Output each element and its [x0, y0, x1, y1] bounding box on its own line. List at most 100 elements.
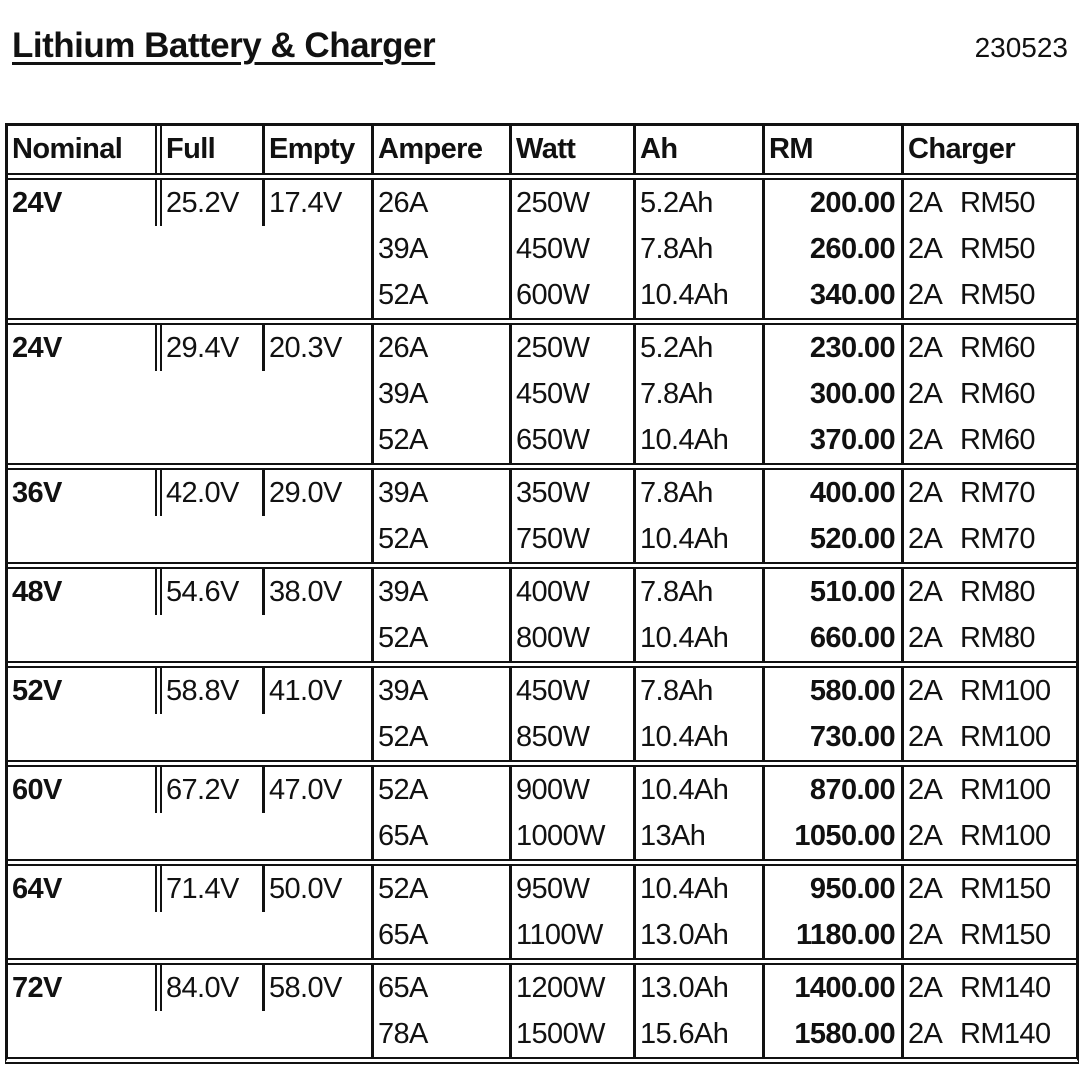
capacity-ah: 5.2Ah	[640, 332, 713, 364]
watt-column: 900W 1000W	[509, 767, 633, 859]
empty-voltage: 41.0V	[262, 668, 371, 714]
price-rm: 370.00	[809, 424, 896, 456]
empty-voltage: 29.0V	[262, 470, 371, 516]
ampere: 39A	[378, 233, 428, 265]
capacity-ah: 13.0Ah	[640, 919, 729, 951]
watt: 1200W	[516, 972, 605, 1004]
charger-price: RM100	[960, 820, 1051, 852]
nominal-voltage: 64V	[12, 873, 62, 905]
charger: 2A RM100	[908, 668, 1072, 714]
battery-group: 60V 67.2V 47.0V 52A 65A 900W 1000W 10.4Ah 13Ah 87…	[8, 767, 1076, 866]
watt: 450W	[516, 378, 590, 410]
header-watt: Watt	[509, 126, 633, 173]
watt: 800W	[516, 622, 590, 654]
charger: 2A RM140	[908, 965, 1072, 1011]
charger: 2A RM70	[908, 516, 1072, 562]
ampere: 39A	[378, 576, 428, 608]
charger-price: RM100	[960, 721, 1051, 753]
empty-voltage: 47.0V	[262, 767, 371, 813]
charger: 2A RM60	[908, 325, 1072, 371]
full-voltage: 54.6V	[155, 569, 262, 615]
charger-column: 2A RM80 2A RM80	[901, 569, 1076, 661]
charger-current: 2A	[908, 233, 943, 265]
capacity-ah: 10.4Ah	[640, 424, 729, 456]
charger-price: RM50	[960, 233, 1036, 265]
price-rm: 400.00	[809, 477, 896, 509]
price-rm: 300.00	[809, 378, 896, 410]
empty-voltage: 38.0V	[262, 569, 371, 615]
header-charger: Charger	[901, 126, 1076, 173]
price-rm: 1400.00	[794, 972, 895, 1004]
watt-column: 450W 850W	[509, 668, 633, 760]
full-voltage: 84.0V	[155, 965, 262, 1011]
document-title: Lithium Battery & Charger	[12, 26, 436, 65]
ampere: 26A	[378, 332, 428, 364]
capacity-ah: 10.4Ah	[640, 873, 729, 905]
price-table: Nominal Full Empty Ampere Watt Ah RM Cha…	[5, 123, 1079, 1064]
capacity-ah: 10.4Ah	[640, 721, 729, 753]
ampere: 52A	[378, 523, 428, 555]
watt: 250W	[516, 187, 590, 219]
charger-current: 2A	[908, 477, 943, 509]
ampere: 52A	[378, 721, 428, 753]
battery-group: 64V 71.4V 50.0V 52A 65A 950W 1100W 10.4Ah 13.0Ah…	[8, 866, 1076, 965]
capacity-ah: 7.8Ah	[640, 233, 713, 265]
nominal-voltage: 72V	[12, 972, 62, 1004]
charger-price: RM150	[960, 873, 1051, 905]
charger-current: 2A	[908, 523, 943, 555]
capacity-ah: 10.4Ah	[640, 279, 729, 311]
header-row: Nominal Full Empty Ampere Watt Ah RM Cha…	[8, 126, 1076, 180]
charger-price: RM60	[960, 378, 1036, 410]
charger-price: RM100	[960, 774, 1051, 806]
charger-price: RM80	[960, 576, 1036, 608]
watt: 900W	[516, 774, 590, 806]
capacity-ah: 7.8Ah	[640, 576, 713, 608]
price-rm: 950.00	[809, 873, 896, 905]
charger-current: 2A	[908, 774, 943, 806]
capacity-ah: 10.4Ah	[640, 774, 729, 806]
nominal-voltage: 24V	[12, 332, 62, 364]
charger: 2A RM50	[908, 272, 1072, 318]
ampere: 65A	[378, 972, 428, 1004]
charger-column: 2A RM150 2A RM150	[901, 866, 1076, 958]
ampere-column: 39A 52A	[371, 569, 509, 661]
charger: 2A RM80	[908, 569, 1072, 615]
capacity-ah: 7.8Ah	[640, 675, 713, 707]
watt: 250W	[516, 332, 590, 364]
capacity-ah-column: 10.4Ah 13.0Ah	[633, 866, 762, 958]
header-nominal: Nominal	[12, 133, 123, 165]
header-rm: RM	[762, 126, 901, 173]
capacity-ah-column: 7.8Ah 10.4Ah	[633, 569, 762, 661]
charger-price: RM100	[960, 675, 1051, 707]
empty-voltage: 50.0V	[262, 866, 371, 912]
watt-column: 250W 450W 600W	[509, 180, 633, 318]
price-rm: 660.00	[809, 622, 896, 654]
charger-current: 2A	[908, 919, 943, 951]
full-voltage: 42.0V	[155, 470, 262, 516]
battery-group: 48V 54.6V 38.0V 39A 52A 400W 800W 7.8Ah 10.4Ah 51…	[8, 569, 1076, 668]
charger-price: RM80	[960, 622, 1036, 654]
watt-column: 400W 800W	[509, 569, 633, 661]
charger-current: 2A	[908, 187, 943, 219]
watt: 450W	[516, 233, 590, 265]
full-voltage: 67.2V	[155, 767, 262, 813]
document-code: 230523	[974, 32, 1068, 63]
charger-column: 2A RM50 2A RM50 2A RM50	[901, 180, 1076, 318]
charger-current: 2A	[908, 1018, 943, 1050]
battery-group: 24V 25.2V 17.4V 26A 39A 52A 250W 450W 600W 5.2Ah 7…	[8, 180, 1076, 325]
price-rm: 870.00	[809, 774, 896, 806]
capacity-ah: 10.4Ah	[640, 622, 729, 654]
battery-group: 24V 29.4V 20.3V 26A 39A 52A 250W 450W 650W 5.2Ah 7…	[8, 325, 1076, 470]
price-rm: 580.00	[809, 675, 896, 707]
battery-group: 36V 42.0V 29.0V 39A 52A 350W 750W 7.8Ah 10.4Ah 40…	[8, 470, 1076, 569]
price-rm-column: 870.00 1050.00	[762, 767, 901, 859]
header-ah: Ah	[633, 126, 762, 173]
capacity-ah: 15.6Ah	[640, 1018, 729, 1050]
price-rm-column: 400.00 520.00	[762, 470, 901, 562]
watt-column: 350W 750W	[509, 470, 633, 562]
ampere: 52A	[378, 424, 428, 456]
watt: 450W	[516, 675, 590, 707]
capacity-ah-column: 5.2Ah 7.8Ah 10.4Ah	[633, 180, 762, 318]
charger: 2A RM70	[908, 470, 1072, 516]
ampere: 26A	[378, 187, 428, 219]
